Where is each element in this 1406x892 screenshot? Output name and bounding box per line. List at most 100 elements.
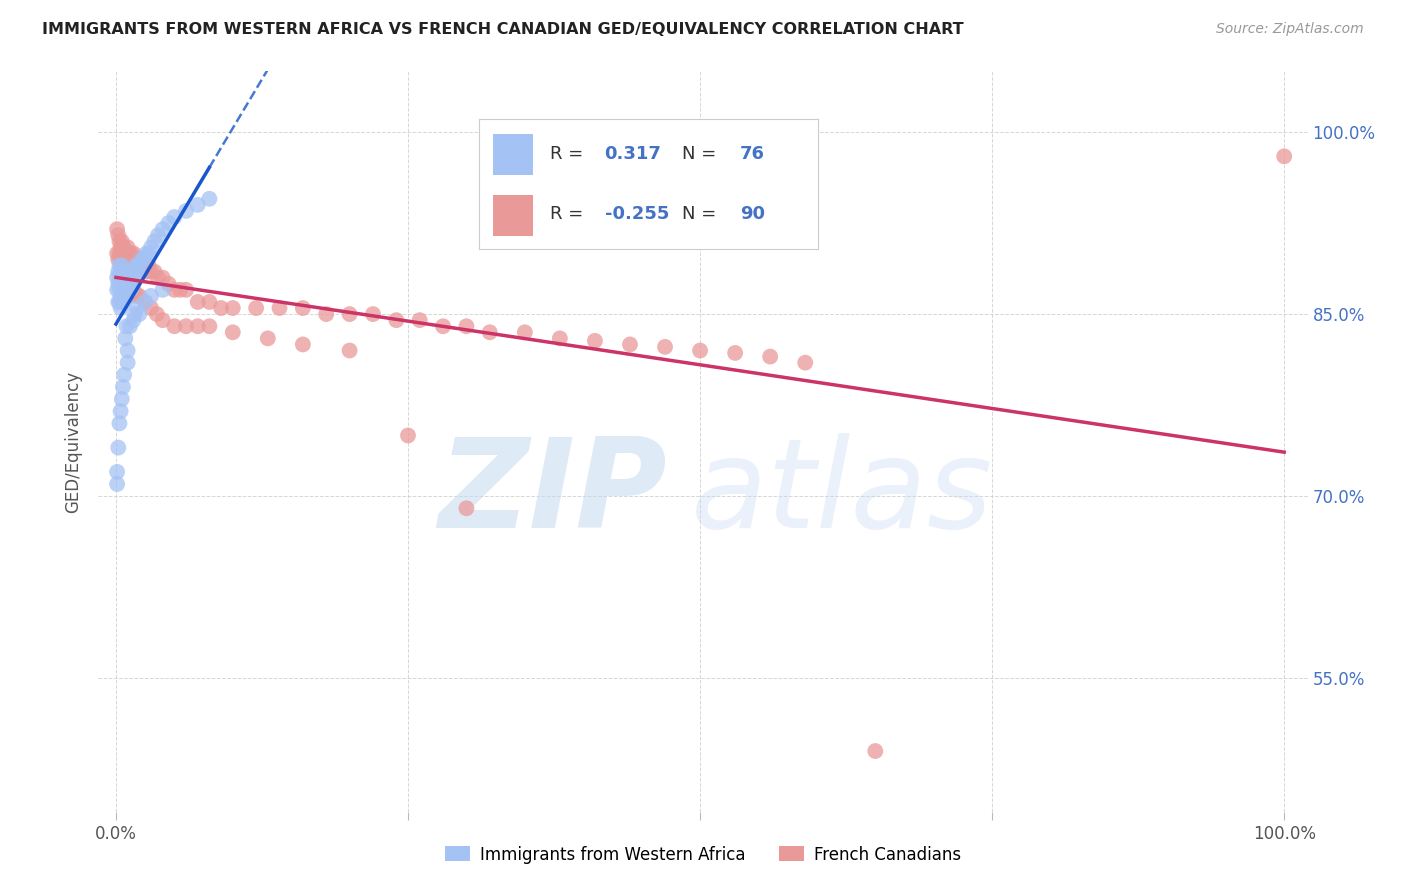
Point: [107, 265, 129, 279]
Point: [112, 368, 135, 382]
Point: [139, 240, 162, 254]
Point: [654, 340, 676, 354]
Point: [409, 313, 432, 327]
Point: [198, 295, 221, 310]
Point: [187, 319, 209, 334]
Point: [124, 252, 146, 267]
Point: [122, 270, 145, 285]
Point: [118, 265, 141, 279]
Text: IMMIGRANTS FROM WESTERN AFRICA VS FRENCH CANADIAN GED/EQUIVALENCY CORRELATION CH: IMMIGRANTS FROM WESTERN AFRICA VS FRENCH…: [42, 22, 963, 37]
Point: [132, 259, 155, 273]
Point: [115, 319, 138, 334]
Point: [169, 283, 191, 297]
Point: [120, 246, 142, 260]
Point: [152, 313, 174, 327]
Point: [128, 289, 150, 303]
Point: [128, 252, 150, 267]
Point: [339, 307, 361, 321]
Point: [118, 289, 141, 303]
Point: [724, 346, 747, 360]
Point: [105, 465, 128, 479]
Point: [118, 270, 141, 285]
Point: [107, 295, 129, 310]
Point: [108, 417, 131, 431]
Point: [163, 319, 186, 334]
Point: [127, 259, 149, 273]
Point: [114, 277, 136, 291]
Text: atlas: atlas: [690, 433, 993, 554]
Point: [163, 210, 186, 224]
Point: [108, 246, 131, 260]
Point: [107, 277, 129, 291]
Point: [256, 331, 278, 345]
Point: [269, 301, 291, 315]
Point: [174, 283, 197, 297]
Point: [122, 246, 145, 260]
Point: [121, 265, 143, 279]
Legend: Immigrants from Western Africa, French Canadians: Immigrants from Western Africa, French C…: [439, 839, 967, 871]
Point: [134, 295, 156, 310]
Point: [105, 222, 128, 236]
Point: [110, 289, 132, 303]
Point: [111, 259, 134, 273]
Point: [118, 283, 141, 297]
Point: [131, 259, 153, 273]
Point: [114, 265, 136, 279]
Point: [794, 356, 817, 370]
Point: [125, 265, 148, 279]
Point: [131, 252, 153, 267]
Point: [122, 283, 145, 297]
Point: [1272, 149, 1295, 163]
Point: [143, 265, 166, 279]
Point: [108, 234, 131, 248]
Point: [865, 744, 887, 758]
Point: [315, 307, 337, 321]
Point: [619, 337, 641, 351]
Point: [118, 252, 141, 267]
Point: [125, 259, 148, 273]
Point: [107, 441, 129, 455]
Point: [117, 356, 139, 370]
Point: [115, 289, 138, 303]
Point: [139, 265, 162, 279]
Point: [112, 240, 135, 254]
Point: [139, 301, 162, 315]
Point: [111, 283, 134, 297]
Point: [291, 301, 314, 315]
Point: [111, 277, 134, 291]
Point: [385, 313, 408, 327]
Point: [291, 337, 314, 351]
Point: [128, 307, 150, 321]
Point: [111, 252, 134, 267]
Point: [146, 307, 169, 321]
Point: [110, 404, 132, 418]
Point: [117, 265, 139, 279]
Point: [125, 252, 148, 267]
Point: [222, 326, 245, 340]
Point: [138, 259, 160, 273]
Point: [122, 313, 145, 327]
Point: [105, 477, 128, 491]
Point: [110, 252, 132, 267]
Point: [111, 234, 134, 248]
Point: [124, 307, 146, 321]
Point: [124, 265, 146, 279]
Point: [112, 252, 135, 267]
Point: [125, 289, 148, 303]
Point: [146, 270, 169, 285]
Point: [111, 380, 134, 394]
Point: [478, 326, 501, 340]
Point: [163, 283, 186, 297]
Point: [112, 270, 135, 285]
Point: [117, 277, 139, 291]
Point: [198, 192, 221, 206]
Point: [108, 283, 131, 297]
Point: [143, 234, 166, 248]
Point: [120, 283, 142, 297]
Point: [157, 216, 180, 230]
Point: [174, 203, 197, 218]
Point: [209, 301, 232, 315]
Point: [138, 246, 160, 260]
Point: [115, 270, 138, 285]
Point: [117, 240, 139, 254]
